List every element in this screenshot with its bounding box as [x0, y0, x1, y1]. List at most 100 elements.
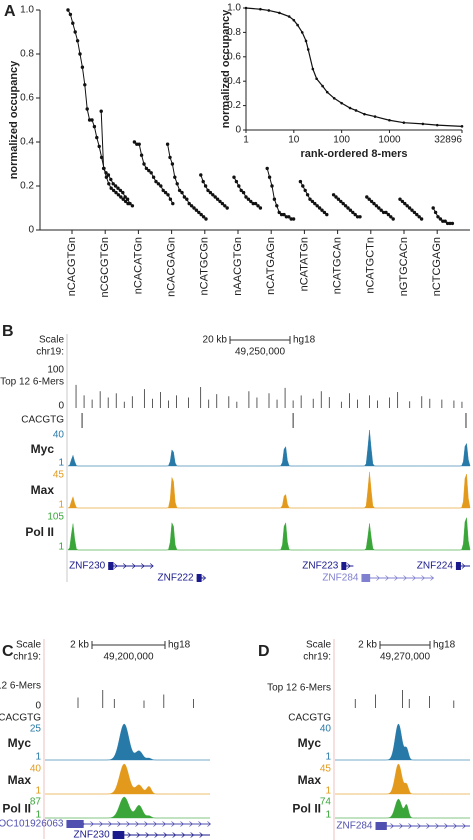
point [379, 208, 383, 212]
signal [67, 429, 471, 467]
point [182, 195, 187, 199]
gene-name: ZNF284 [336, 821, 373, 832]
y-axis-label: normalized occupancy [220, 9, 232, 128]
scale-bar-label: 2 kb [358, 640, 377, 651]
track-name: Max [298, 773, 322, 787]
strand-arrow [171, 821, 175, 827]
point [68, 12, 73, 17]
point [246, 197, 251, 201]
strand-arrow [135, 821, 139, 827]
point [433, 210, 438, 215]
gene-exon [455, 562, 461, 570]
strand-arrow [399, 823, 404, 829]
point [419, 217, 424, 221]
point [223, 204, 227, 208]
gene-exon [341, 562, 347, 570]
strand-arrow [412, 575, 417, 581]
strand-arrow [140, 563, 145, 569]
point [189, 204, 194, 208]
strand-arrow [122, 563, 127, 569]
strand-arrow [90, 821, 94, 827]
point [398, 197, 402, 201]
point [109, 186, 113, 190]
strand-arrow [144, 821, 148, 827]
point [168, 155, 172, 160]
track-name: Pol II [25, 525, 54, 539]
gene-exon [66, 820, 84, 828]
point [123, 199, 128, 204]
point [336, 197, 341, 201]
point [156, 182, 161, 186]
point [194, 208, 199, 212]
point [151, 175, 156, 179]
point [412, 210, 417, 215]
point [353, 212, 357, 217]
strand-arrow [462, 823, 467, 829]
point [249, 199, 253, 204]
signal [335, 723, 470, 761]
inset-point [296, 23, 299, 27]
x-tick-label: 1 [243, 135, 249, 146]
point [75, 39, 80, 43]
inset-point [292, 18, 296, 22]
inset-point [402, 121, 406, 124]
point [197, 210, 201, 215]
gene-name: ZNF223 [302, 561, 339, 572]
inset-point [315, 77, 318, 81]
point [90, 118, 94, 122]
scale-label: Scale [16, 640, 41, 651]
point [111, 188, 116, 193]
point [384, 210, 388, 215]
point [66, 8, 70, 12]
point [213, 195, 217, 199]
point [218, 199, 222, 204]
gene-exon [196, 574, 202, 582]
gene-name: ZNF224 [417, 561, 454, 572]
track-label: CACGTG [288, 713, 331, 724]
point [448, 221, 452, 226]
point [80, 65, 85, 69]
point [284, 215, 289, 219]
track-label: Top 12 6-Mers [267, 683, 331, 694]
strand-arrow [417, 823, 422, 829]
point [320, 208, 324, 212]
signal [45, 723, 210, 761]
inset-point [321, 84, 324, 88]
point [97, 144, 101, 149]
inset-point [435, 123, 439, 127]
point [450, 221, 455, 226]
point [272, 197, 277, 201]
y-tick-label: 0.4 [227, 76, 241, 87]
point [270, 184, 274, 188]
strand-arrow [145, 832, 150, 838]
point [407, 206, 412, 210]
point [118, 188, 123, 193]
y-tick-label: 1.0 [20, 5, 34, 16]
x-tick-label: nAACGTGn [232, 237, 244, 296]
y-axis-label: normalized occupancy [8, 60, 20, 179]
point [173, 175, 177, 179]
strand-arrow [172, 832, 177, 838]
point [234, 179, 239, 184]
track-min: 0 [35, 701, 41, 712]
scale-label: Scale [39, 335, 64, 346]
inset-point [259, 7, 262, 11]
point [114, 190, 118, 195]
point [104, 171, 108, 175]
point [203, 184, 208, 188]
x-tick-label: nCACGAGn [166, 237, 178, 297]
track-max: 105 [47, 512, 64, 523]
point [220, 201, 225, 206]
strand-arrow [108, 821, 112, 827]
point [137, 142, 141, 146]
strand-arrow [207, 821, 211, 827]
point [436, 215, 440, 219]
point [192, 206, 196, 210]
track-name: Pol II [2, 802, 31, 816]
point [199, 173, 203, 177]
strand-arrow [149, 563, 154, 569]
point [113, 184, 118, 188]
point [305, 193, 310, 197]
point [367, 197, 371, 201]
inset-point [340, 101, 343, 105]
